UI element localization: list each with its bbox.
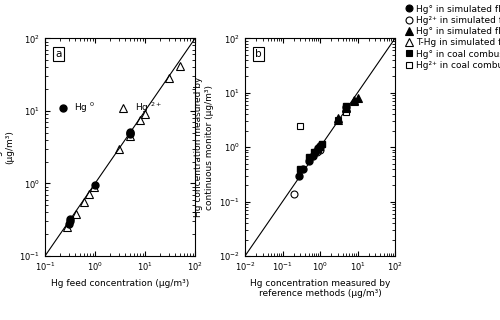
X-axis label: Hg concentration measured by
reference methods (μg/m³): Hg concentration measured by reference m… (250, 279, 390, 298)
Text: b: b (256, 49, 262, 59)
Y-axis label: Measured Hg concentration
(μg/m³): Measured Hg concentration (μg/m³) (0, 84, 14, 210)
Legend: Hg° in simulated flue gas (Ontario-Hydro), Hg²⁺ in simulated flue gas (Ontario-H: Hg° in simulated flue gas (Ontario-Hydro… (404, 4, 500, 70)
Text: Hg $^{2+}$: Hg $^{2+}$ (135, 101, 162, 115)
Text: a: a (56, 49, 62, 59)
Text: Hg $^0$: Hg $^0$ (74, 101, 94, 115)
Y-axis label: Hg concentration measured by
continuous monitor (μg/m³): Hg concentration measured by continuous … (194, 77, 214, 217)
X-axis label: Hg feed concentration (μg/m³): Hg feed concentration (μg/m³) (51, 279, 189, 288)
